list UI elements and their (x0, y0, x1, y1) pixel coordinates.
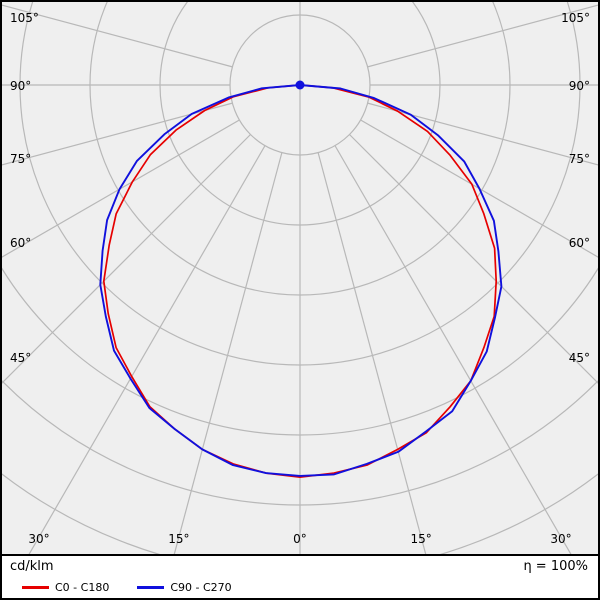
angle-label: 60° (569, 236, 590, 250)
legend: C0 - C180 C90 - C270 (22, 581, 232, 594)
grid-radial-line (317, 152, 427, 554)
angle-label: 30° (550, 532, 571, 546)
polar-chart-svg: 0° 15° 15° 30° 30° 45° 45° 60° 60° 75° 75° 90° 90° 10… (2, 2, 598, 554)
grid-radial-line (173, 152, 283, 554)
angle-label: 90° (10, 79, 31, 93)
grid-radial-line (349, 134, 598, 384)
grid-radial-line (2, 134, 251, 384)
legend-strip: cd/klm η = 100% C0 - C180 C90 - C270 (2, 556, 598, 598)
unit-label: cd/klm (10, 559, 54, 574)
angle-label: 30° (28, 532, 49, 546)
polar-plot-area: 0° 15° 15° 30° 30° 45° 45° 60° 60° 75° 75° 90° 90° 10… (2, 2, 598, 556)
angle-label: 0° (293, 532, 307, 546)
angle-label: 60° (10, 236, 31, 250)
series-c90-c270-swatch (137, 586, 165, 589)
angle-label: 45° (10, 351, 31, 365)
angle-label: 15° (168, 532, 189, 546)
grid-radial-line (367, 102, 598, 166)
angle-label: 90° (569, 79, 590, 93)
angle-label: 15° (410, 532, 431, 546)
grid-radial-line (28, 145, 266, 554)
angle-label: 105° (561, 11, 590, 25)
grid-radial-line (334, 145, 572, 554)
grid-radial-line (2, 102, 233, 166)
series-c90-c270-label: C90 - C270 (170, 581, 232, 594)
series-c0-c180-swatch (22, 586, 49, 589)
grid-radial-line (367, 4, 598, 68)
angle-label: 45° (569, 351, 590, 365)
efficiency-label: η = 100% (523, 559, 588, 574)
curve-c0-c180 (102, 84, 498, 478)
angle-label: 75° (569, 152, 590, 166)
series-c0-c180-label: C0 - C180 (55, 581, 110, 594)
angle-label: 75° (10, 152, 31, 166)
curve-c90-c270 (99, 84, 503, 477)
polar-center-dot (295, 80, 305, 90)
grid-radial-line (2, 4, 233, 68)
angle-label: 105° (10, 11, 39, 25)
